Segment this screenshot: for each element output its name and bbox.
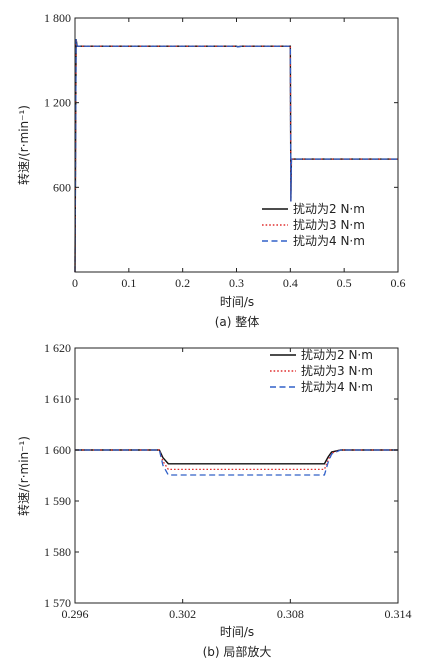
chart-b-y-tick-label: 1 600 — [44, 443, 71, 457]
chart-b-legend-label: 扰动为3 N·m — [301, 364, 373, 378]
chart-b-x-tick-label: 0.314 — [385, 607, 412, 621]
chart-a-series-line-3 — [74, 39, 398, 273]
chart-b-series-line-2 — [75, 449, 398, 471]
chart-b-legend-label: 扰动为2 N·m — [301, 348, 373, 362]
chart-a-x-tick-label: 0.3 — [229, 276, 244, 290]
chart-b-y-tick-label: 1 610 — [44, 392, 71, 406]
chart-panel-a: 0 0.1 0.2 0.3 0.4 0.5 0.6 600 1 200 1 800 扰动为2 N·… — [16, 11, 406, 329]
chart-b-y-tick-label: 1 580 — [44, 545, 71, 559]
chart-b-ylabel: 转速/(r·min⁻¹) — [16, 436, 31, 516]
chart-a-x-tick-label: 0.5 — [337, 276, 352, 290]
chart-a-legend-label: 扰动为4 N·m — [293, 234, 365, 248]
chart-a-caption: (a) 整体 — [215, 314, 260, 329]
chart-b-y-tick-label: 1 590 — [44, 494, 71, 508]
chart-a-legend: 扰动为2 N·m 扰动为3 N·m 扰动为4 N·m — [262, 202, 365, 248]
chart-b-x-tick-label: 0.296 — [62, 607, 89, 621]
chart-a-x-tick-label: 0.2 — [175, 276, 190, 290]
chart-a-ylabel: 转速/(r·min⁻¹) — [16, 105, 31, 185]
chart-a-y-tick-label: 600 — [53, 180, 71, 194]
chart-b-legend-label: 扰动为4 N·m — [301, 380, 373, 394]
chart-a-legend-label: 扰动为3 N·m — [293, 218, 365, 232]
chart-b-legend: 扰动为2 N·m 扰动为3 N·m 扰动为4 N·m — [270, 348, 373, 394]
chart-b-x-tick-label: 0.308 — [277, 607, 304, 621]
chart-b-series-line-1 — [75, 449, 398, 465]
chart-a-y-tick-label: 1 800 — [44, 11, 71, 25]
chart-b-x-tick-label: 0.302 — [169, 607, 196, 621]
chart-b-xlabel: 时间/s — [220, 625, 254, 639]
chart-b-caption: (b) 局部放大 — [203, 644, 272, 659]
chart-a-x-tick-label: 0.6 — [391, 276, 406, 290]
chart-a-y-tick-label: 1 200 — [44, 96, 71, 110]
chart-panel-b: 0.296 0.302 0.308 0.314 1 570 1 580 1 590 1 600… — [16, 341, 412, 659]
chart-a-series-lines — [74, 39, 398, 273]
chart-b-y-tick-label: 1 570 — [44, 596, 71, 610]
chart-a-x-tick-label: 0 — [72, 276, 78, 290]
chart-b-series-line-3 — [75, 449, 398, 476]
chart-b-ticks: 0.296 0.302 0.308 0.314 1 570 1 580 1 590 1 600… — [44, 341, 412, 621]
chart-a-x-tick-label: 0.4 — [283, 276, 298, 290]
chart-a-x-tick-label: 0.1 — [121, 276, 136, 290]
chart-b-series-lines — [75, 449, 398, 476]
chart-b-y-tick-label: 1 620 — [44, 341, 71, 355]
chart-a-series-line-2 — [74, 39, 398, 273]
chart-a-xlabel: 时间/s — [220, 295, 254, 309]
chart-b-frame — [74, 347, 399, 604]
chart-a-ticks: 0 0.1 0.2 0.3 0.4 0.5 0.6 600 1 200 1 800 — [44, 11, 406, 290]
chart-a-legend-label: 扰动为2 N·m — [293, 202, 365, 216]
